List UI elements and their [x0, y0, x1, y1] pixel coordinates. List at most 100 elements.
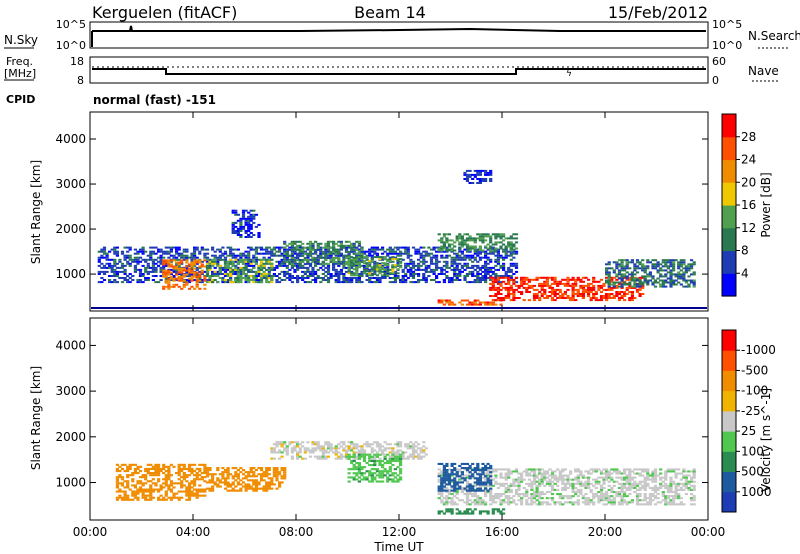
data-cell: [159, 250, 163, 253]
data-cell: [370, 464, 374, 467]
data-cell: [162, 273, 166, 276]
colorbar-swatch: [722, 114, 736, 138]
data-cell: [244, 217, 248, 220]
data-cell: [473, 299, 477, 302]
data-cell: [543, 493, 547, 496]
data-cell: [520, 497, 524, 500]
data-cell: [118, 488, 122, 491]
data-cell: [393, 281, 397, 284]
data-cell: [584, 499, 588, 502]
data-cell: [481, 237, 485, 240]
data-cell: [293, 262, 297, 265]
data-cell: [283, 467, 287, 470]
data-cell: [164, 484, 168, 487]
data-cell: [208, 281, 212, 284]
data-cell: [605, 269, 609, 272]
data-cell: [435, 268, 439, 271]
data-cell: [229, 277, 233, 279]
data-cell: [545, 297, 549, 299]
colorbar-tick-label: 28: [741, 130, 756, 144]
data-cell: [249, 209, 253, 212]
data-cell: [223, 275, 228, 277]
data-cell: [347, 441, 351, 444]
data-cell: [502, 243, 506, 246]
data-cell: [478, 182, 482, 184]
data-cell: [247, 473, 251, 476]
data-cell: [401, 270, 405, 273]
data-cell: [630, 285, 634, 288]
data-cell: [293, 264, 297, 267]
data-cell: [211, 475, 215, 478]
data-cell: [610, 267, 614, 270]
data-cell: [386, 273, 390, 275]
data-cell: [115, 478, 119, 481]
data-cell: [617, 263, 622, 266]
data-cell: [185, 279, 189, 281]
data-cell: [144, 496, 148, 499]
data-cell: [535, 488, 539, 491]
data-cell: [463, 262, 467, 265]
data-cell: [460, 258, 464, 261]
data-cell: [677, 273, 681, 276]
data-cell: [280, 441, 284, 444]
data-cell: [200, 281, 204, 284]
data-cell: [193, 252, 197, 255]
data-cell: [617, 493, 622, 496]
data-cell: [257, 268, 261, 271]
data-cell: [267, 473, 271, 476]
data-cell: [126, 470, 130, 473]
data-cell: [226, 485, 230, 488]
data-cell: [172, 246, 176, 249]
data-cell: [159, 498, 163, 501]
data-cell: [239, 254, 243, 257]
data-cell: [566, 501, 570, 504]
data-cell: [447, 279, 452, 281]
data-cell: [617, 299, 622, 302]
data-cell: [180, 277, 184, 280]
frequency-trace: [92, 68, 706, 75]
data-cell: [579, 295, 583, 297]
data-cell: [123, 273, 127, 275]
data-cell: [605, 273, 609, 276]
data-cell: [226, 469, 230, 472]
data-cell: [545, 280, 549, 283]
data-cell: [136, 260, 140, 263]
colorbar-swatch: [722, 159, 736, 183]
data-cell: [205, 281, 210, 284]
data-cell: [275, 260, 279, 263]
data-cell: [373, 462, 377, 465]
data-cell: [180, 252, 184, 255]
data-cell: [504, 250, 508, 253]
data-cell: [244, 485, 248, 488]
data-cell: [543, 476, 547, 479]
data-cell: [450, 279, 454, 281]
data-cell: [499, 493, 503, 496]
data-cell: [563, 293, 567, 295]
data-cell: [512, 470, 516, 473]
data-cell: [605, 499, 609, 502]
data-cell: [473, 501, 477, 504]
data-cell: [362, 252, 367, 255]
data-cell: [337, 281, 341, 284]
data-cell: [440, 247, 444, 250]
data-cell: [211, 264, 215, 267]
data-cell: [517, 480, 521, 483]
data-cell: [411, 281, 416, 284]
data-cell: [162, 263, 166, 266]
data-cell: [514, 264, 519, 267]
data-cell: [538, 503, 542, 506]
data-cell: [478, 252, 482, 255]
data-cell: [396, 246, 400, 249]
data-cell: [283, 252, 287, 255]
data-cell: [144, 270, 148, 273]
data-cell: [383, 453, 387, 456]
data-cell: [249, 236, 253, 238]
data-cell: [571, 293, 575, 295]
data-cell: [159, 275, 163, 277]
data-cell: [391, 264, 395, 267]
data-cell: [141, 494, 145, 497]
data-cell: [370, 474, 374, 477]
data-cell: [386, 462, 390, 465]
data-cell: [373, 246, 377, 249]
data-cell: [468, 281, 472, 284]
